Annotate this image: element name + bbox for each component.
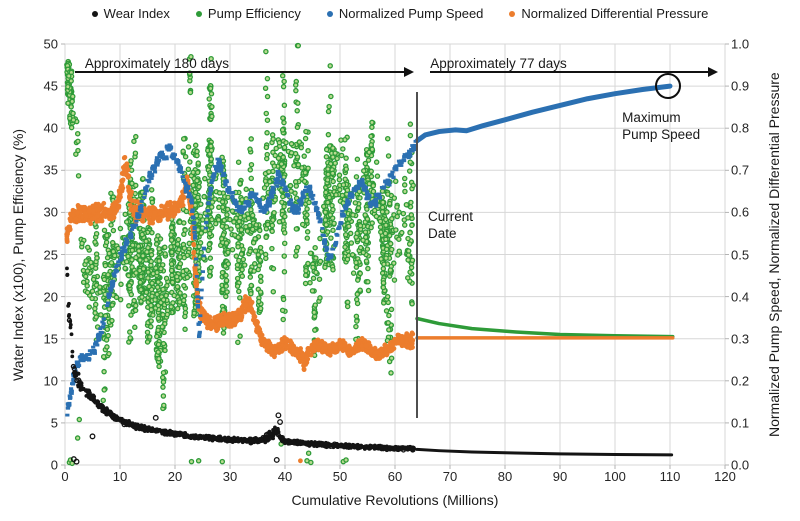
right-tick-label: 0.6 [731,204,750,220]
max-pump-speed-label-line1: Maximum [622,109,681,125]
right-tick-label: 0.7 [731,162,750,178]
legend-label: Normalized Differential Pressure [521,6,709,21]
current-date-label-line2: Date [428,226,457,242]
max-pump-speed-label-line2: Pump Speed [622,126,701,142]
current-date-label-line1: Current [428,209,474,225]
legend-marker-icon [326,10,333,17]
x-tick-label: 80 [497,469,513,484]
left-tick-label: 45 [43,78,58,94]
right-tick-label: 1.0 [731,36,750,52]
legend-item-normalized-pump-speed: Normalized Pump Speed [326,6,484,21]
legend-label: Pump Efficiency [207,6,301,21]
right-tick-label: 0.5 [731,247,750,262]
x-tick-label: 90 [552,469,568,484]
x-tick-label: 100 [604,469,626,484]
left-axis-title: Water Index (x100), Pump Efficiency (%) [10,128,26,381]
right-tick-label: 0.4 [731,289,750,305]
left-tick-label: 25 [43,247,58,262]
left-tick-label: 50 [43,36,58,52]
current-date-line [416,91,418,418]
arrow-approx-77-days: Approximately 77 days [430,56,719,78]
left-tick-label: 20 [43,289,58,305]
legend-item-normalized-differential-pressure: Normalized Differential Pressure [509,6,708,21]
x-axis-title: Cumulative Revolutions (Millions) [291,492,499,508]
arrow-head-icon [403,66,414,77]
left-tick-label: 10 [43,373,58,389]
max-pump-speed-circle [654,73,681,100]
legend-item-pump-efficiency: Pump Efficiency [195,6,301,21]
left-tick-label: 40 [43,120,58,136]
x-tick-label: 50 [332,469,348,484]
arrow-head-icon [708,66,719,77]
legend-marker-icon [195,10,202,17]
left-tick-label: 5 [50,415,58,431]
legend-label: Wear Index [103,6,170,21]
chart-legend: Wear Index Pump Efficiency Normalized Pump… [0,6,800,21]
x-tick-label: 40 [277,469,293,484]
x-tick-label: 20 [167,469,183,484]
x-tick-label: 60 [387,469,403,484]
x-tick-label: 10 [112,469,128,484]
x-tick-label: 70 [442,469,458,484]
x-tick-label: 110 [659,469,681,484]
left-tick-label: 30 [43,204,58,220]
max-pump-speed-label: Maximum Pump Speed [622,109,700,143]
legend-label: Normalized Pump Speed [338,6,484,21]
x-tick-label: 0 [61,469,69,484]
right-tick-label: 0.8 [731,120,750,136]
left-tick-label: 0 [50,457,58,473]
arrow-line [74,70,406,73]
x-tick-label: 120 [714,469,736,484]
right-tick-label: 0.3 [731,331,750,347]
left-tick-label: 15 [43,331,58,347]
left-tick-label: 35 [43,162,58,178]
legend-marker-icon [509,10,516,17]
right-tick-label: 0.2 [731,373,750,389]
legend-marker-icon [91,10,98,17]
right-tick-label: 0.0 [731,457,750,473]
arrow-approx-180-days-label: Approximately 180 days [84,55,229,71]
right-tick-label: 0.1 [731,415,750,431]
arrow-approx-180-days: Approximately 180 days [74,56,414,78]
right-axis-title: Normalized Pump Speed, Normalized Differ… [766,72,782,437]
legend-item-wear-index: Wear Index [91,6,170,21]
current-date-label: Current Date [428,208,473,242]
x-tick-label: 30 [222,469,238,484]
arrow-line [430,70,711,73]
arrow-approx-77-days-label: Approximately 77 days [430,55,567,71]
right-tick-label: 0.9 [731,78,750,94]
